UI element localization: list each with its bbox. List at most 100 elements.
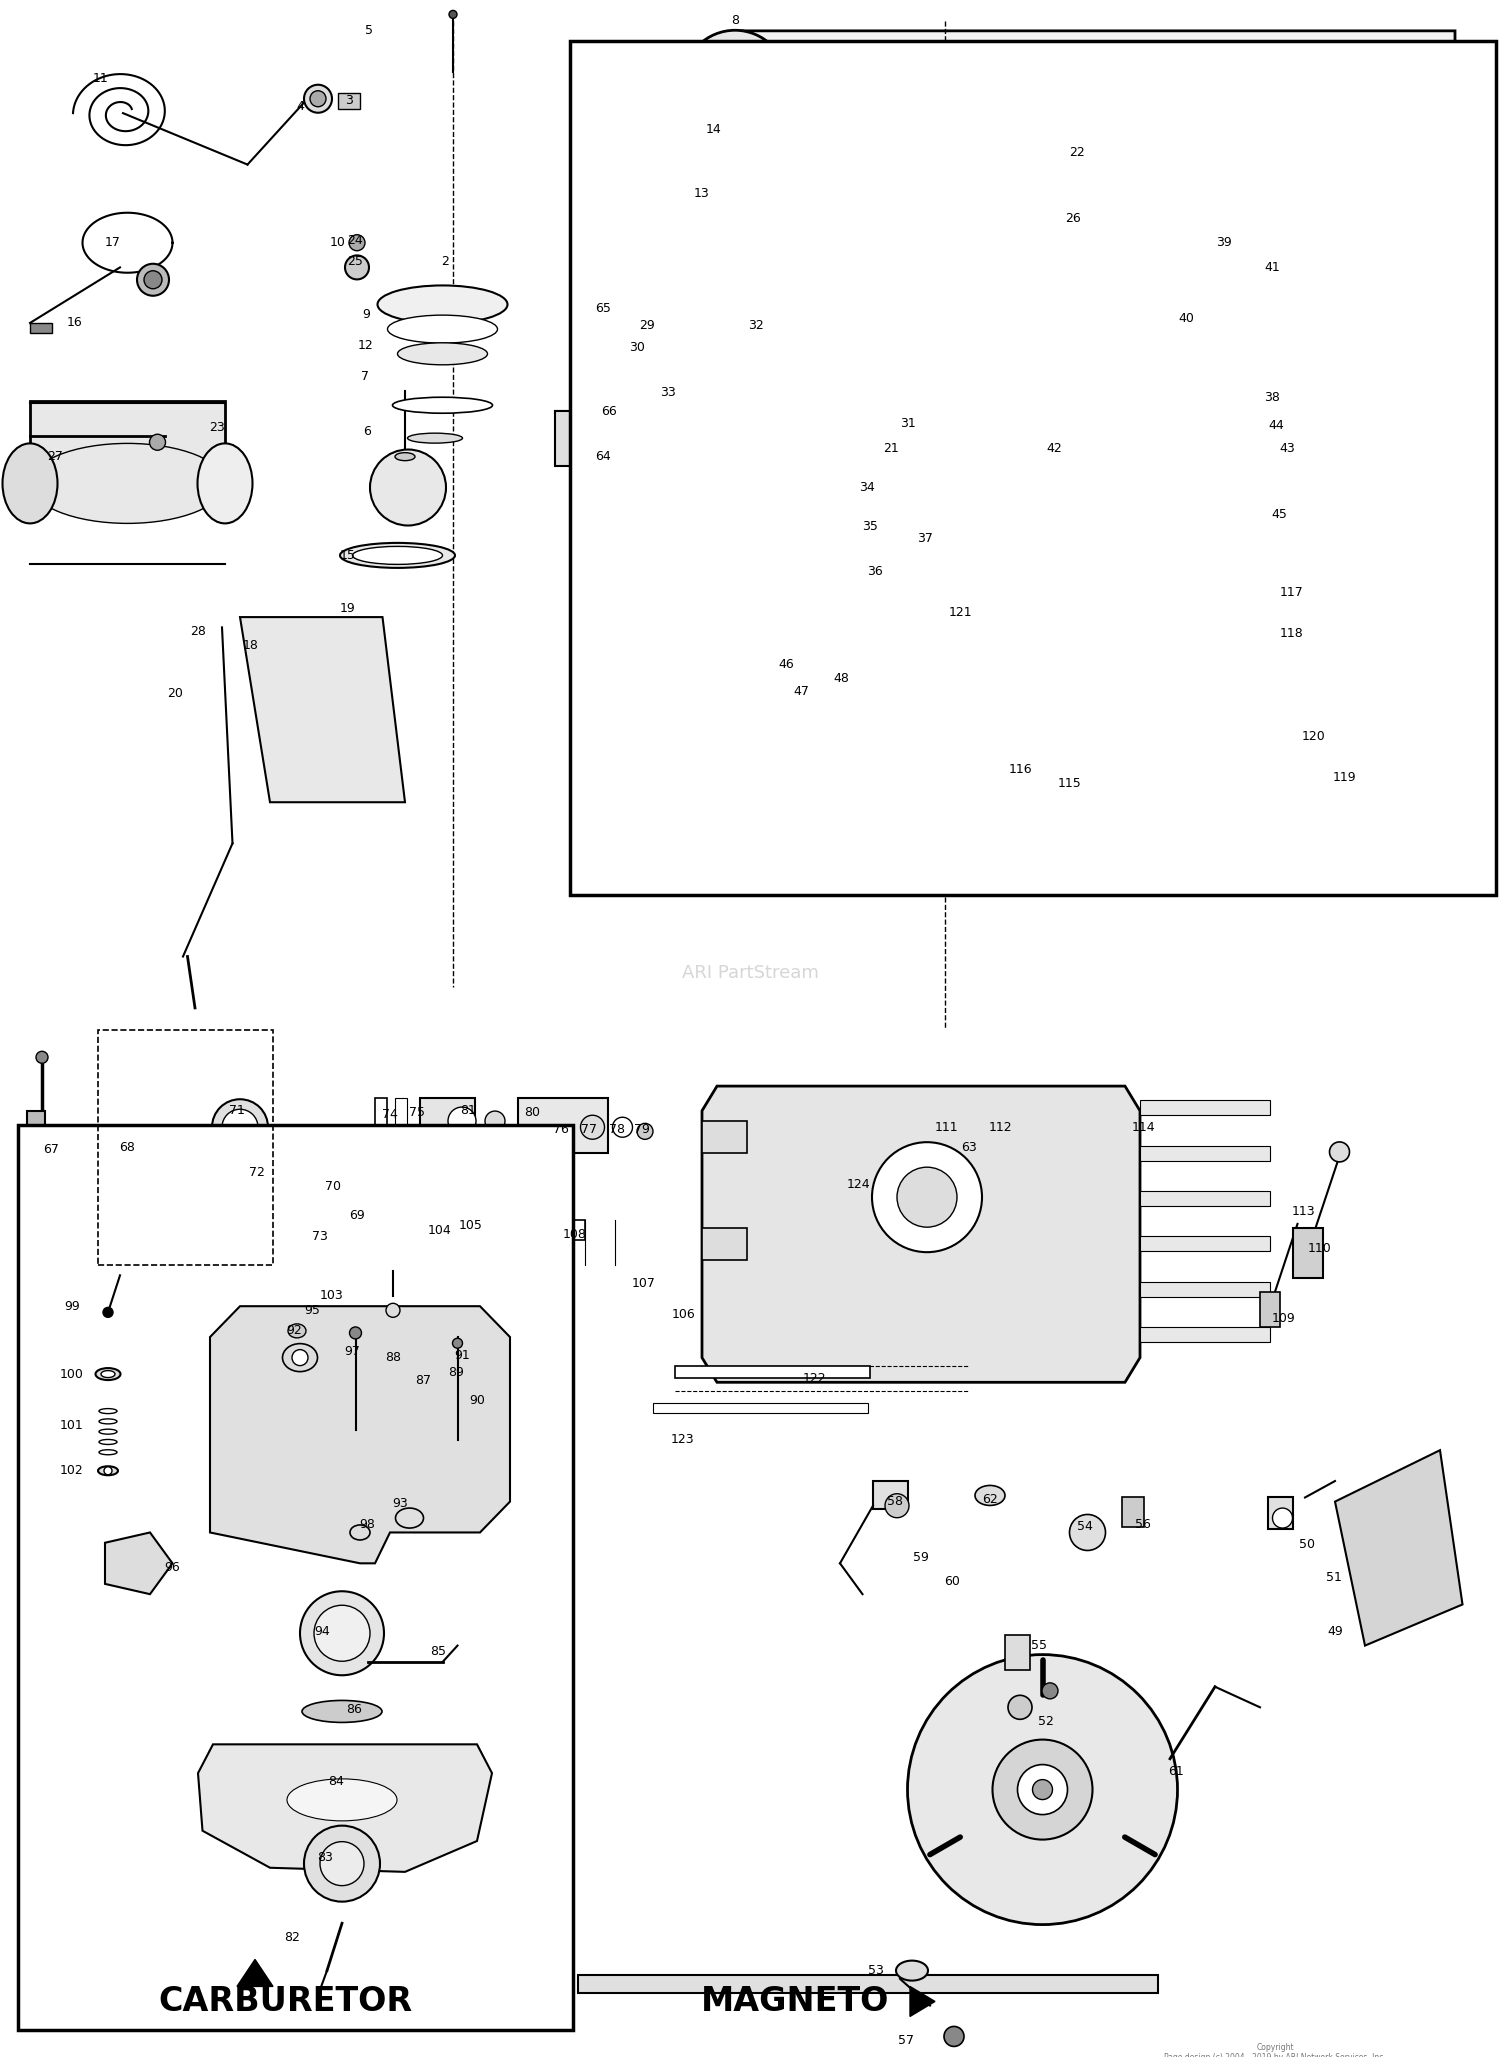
Text: ARI PartStream: ARI PartStream — [681, 965, 819, 981]
Text: 33: 33 — [660, 387, 675, 399]
Bar — [578, 1975, 1158, 1993]
Text: CARBURETOR: CARBURETOR — [158, 1985, 413, 2018]
Circle shape — [448, 1107, 476, 1135]
Text: 6: 6 — [363, 426, 372, 438]
Polygon shape — [105, 1532, 172, 1594]
Text: 22: 22 — [1070, 146, 1084, 158]
Bar — [1140, 1191, 1270, 1205]
Circle shape — [1312, 368, 1328, 385]
Text: 96: 96 — [165, 1561, 180, 1574]
Bar — [555, 411, 600, 467]
Text: 40: 40 — [1179, 313, 1194, 325]
Ellipse shape — [874, 1162, 980, 1232]
Circle shape — [304, 1827, 380, 1901]
Bar — [693, 58, 748, 76]
Text: 102: 102 — [60, 1465, 84, 1477]
Bar — [938, 566, 950, 597]
Text: 13: 13 — [694, 187, 709, 200]
Text: 30: 30 — [630, 341, 645, 354]
Text: 48: 48 — [834, 673, 849, 685]
Text: 24: 24 — [348, 234, 363, 247]
Bar — [933, 366, 951, 586]
Bar — [1122, 1497, 1144, 1528]
Circle shape — [543, 1127, 573, 1156]
Text: 59: 59 — [914, 1551, 928, 1563]
Text: 41: 41 — [1264, 261, 1280, 274]
Polygon shape — [702, 1086, 1140, 1382]
Bar — [394, 1098, 406, 1154]
Text: 124: 124 — [846, 1179, 870, 1191]
Text: 43: 43 — [1280, 442, 1294, 455]
Circle shape — [296, 1181, 320, 1205]
Circle shape — [871, 1142, 982, 1253]
Polygon shape — [1335, 1450, 1462, 1646]
Bar — [1140, 1327, 1270, 1341]
Polygon shape — [927, 802, 960, 864]
Circle shape — [690, 311, 714, 335]
Circle shape — [774, 99, 831, 156]
Text: 55: 55 — [1032, 1639, 1047, 1652]
Ellipse shape — [398, 344, 488, 364]
Text: 112: 112 — [988, 1121, 1012, 1133]
Text: 109: 109 — [1272, 1312, 1296, 1325]
Text: 60: 60 — [945, 1576, 960, 1588]
Ellipse shape — [393, 397, 492, 413]
Circle shape — [758, 741, 796, 782]
Text: 118: 118 — [1280, 627, 1304, 640]
Text: 52: 52 — [1038, 1716, 1053, 1728]
Text: 69: 69 — [350, 1210, 364, 1222]
Text: 75: 75 — [410, 1107, 424, 1119]
Circle shape — [1070, 1514, 1106, 1551]
Ellipse shape — [100, 1370, 116, 1378]
Text: 12: 12 — [358, 339, 374, 352]
Text: 122: 122 — [802, 1372, 826, 1384]
Circle shape — [975, 181, 1026, 230]
Bar — [18, 1125, 573, 2030]
Text: 123: 123 — [670, 1434, 694, 1446]
Polygon shape — [198, 1744, 492, 1872]
Text: 58: 58 — [888, 1495, 903, 1508]
Text: 65: 65 — [596, 302, 610, 315]
Circle shape — [484, 1111, 506, 1131]
Bar — [1252, 627, 1272, 640]
Text: 101: 101 — [60, 1419, 84, 1432]
Ellipse shape — [1044, 436, 1065, 469]
Text: 32: 32 — [748, 319, 764, 331]
Text: 68: 68 — [120, 1142, 135, 1154]
Ellipse shape — [652, 333, 698, 366]
Circle shape — [314, 1604, 370, 1662]
Bar — [1140, 1100, 1270, 1115]
Text: 108: 108 — [562, 1228, 586, 1240]
Text: 66: 66 — [602, 405, 616, 418]
Ellipse shape — [723, 469, 777, 506]
Text: 72: 72 — [249, 1166, 264, 1179]
Bar — [375, 1098, 387, 1154]
Circle shape — [788, 113, 818, 142]
Ellipse shape — [350, 1524, 370, 1541]
Circle shape — [682, 31, 788, 134]
Circle shape — [136, 263, 170, 296]
Text: 11: 11 — [93, 72, 108, 84]
Bar — [30, 323, 52, 333]
Text: 82: 82 — [285, 1932, 300, 1944]
Bar — [292, 1162, 322, 1185]
Ellipse shape — [408, 434, 462, 442]
Circle shape — [1324, 759, 1360, 796]
Circle shape — [993, 1740, 1092, 1839]
Bar — [702, 1121, 747, 1154]
Bar — [1268, 1497, 1293, 1530]
Text: 119: 119 — [1332, 771, 1356, 784]
Circle shape — [1042, 1683, 1058, 1699]
Ellipse shape — [286, 1779, 398, 1820]
Bar — [98, 1031, 273, 1265]
Circle shape — [897, 1166, 957, 1228]
Text: 85: 85 — [430, 1646, 445, 1658]
Ellipse shape — [394, 453, 416, 461]
Circle shape — [612, 1117, 633, 1138]
Text: 104: 104 — [427, 1224, 451, 1236]
Circle shape — [592, 296, 608, 313]
Circle shape — [304, 84, 332, 113]
Text: 99: 99 — [64, 1300, 80, 1312]
Text: 103: 103 — [320, 1290, 344, 1302]
Text: 20: 20 — [168, 687, 183, 699]
